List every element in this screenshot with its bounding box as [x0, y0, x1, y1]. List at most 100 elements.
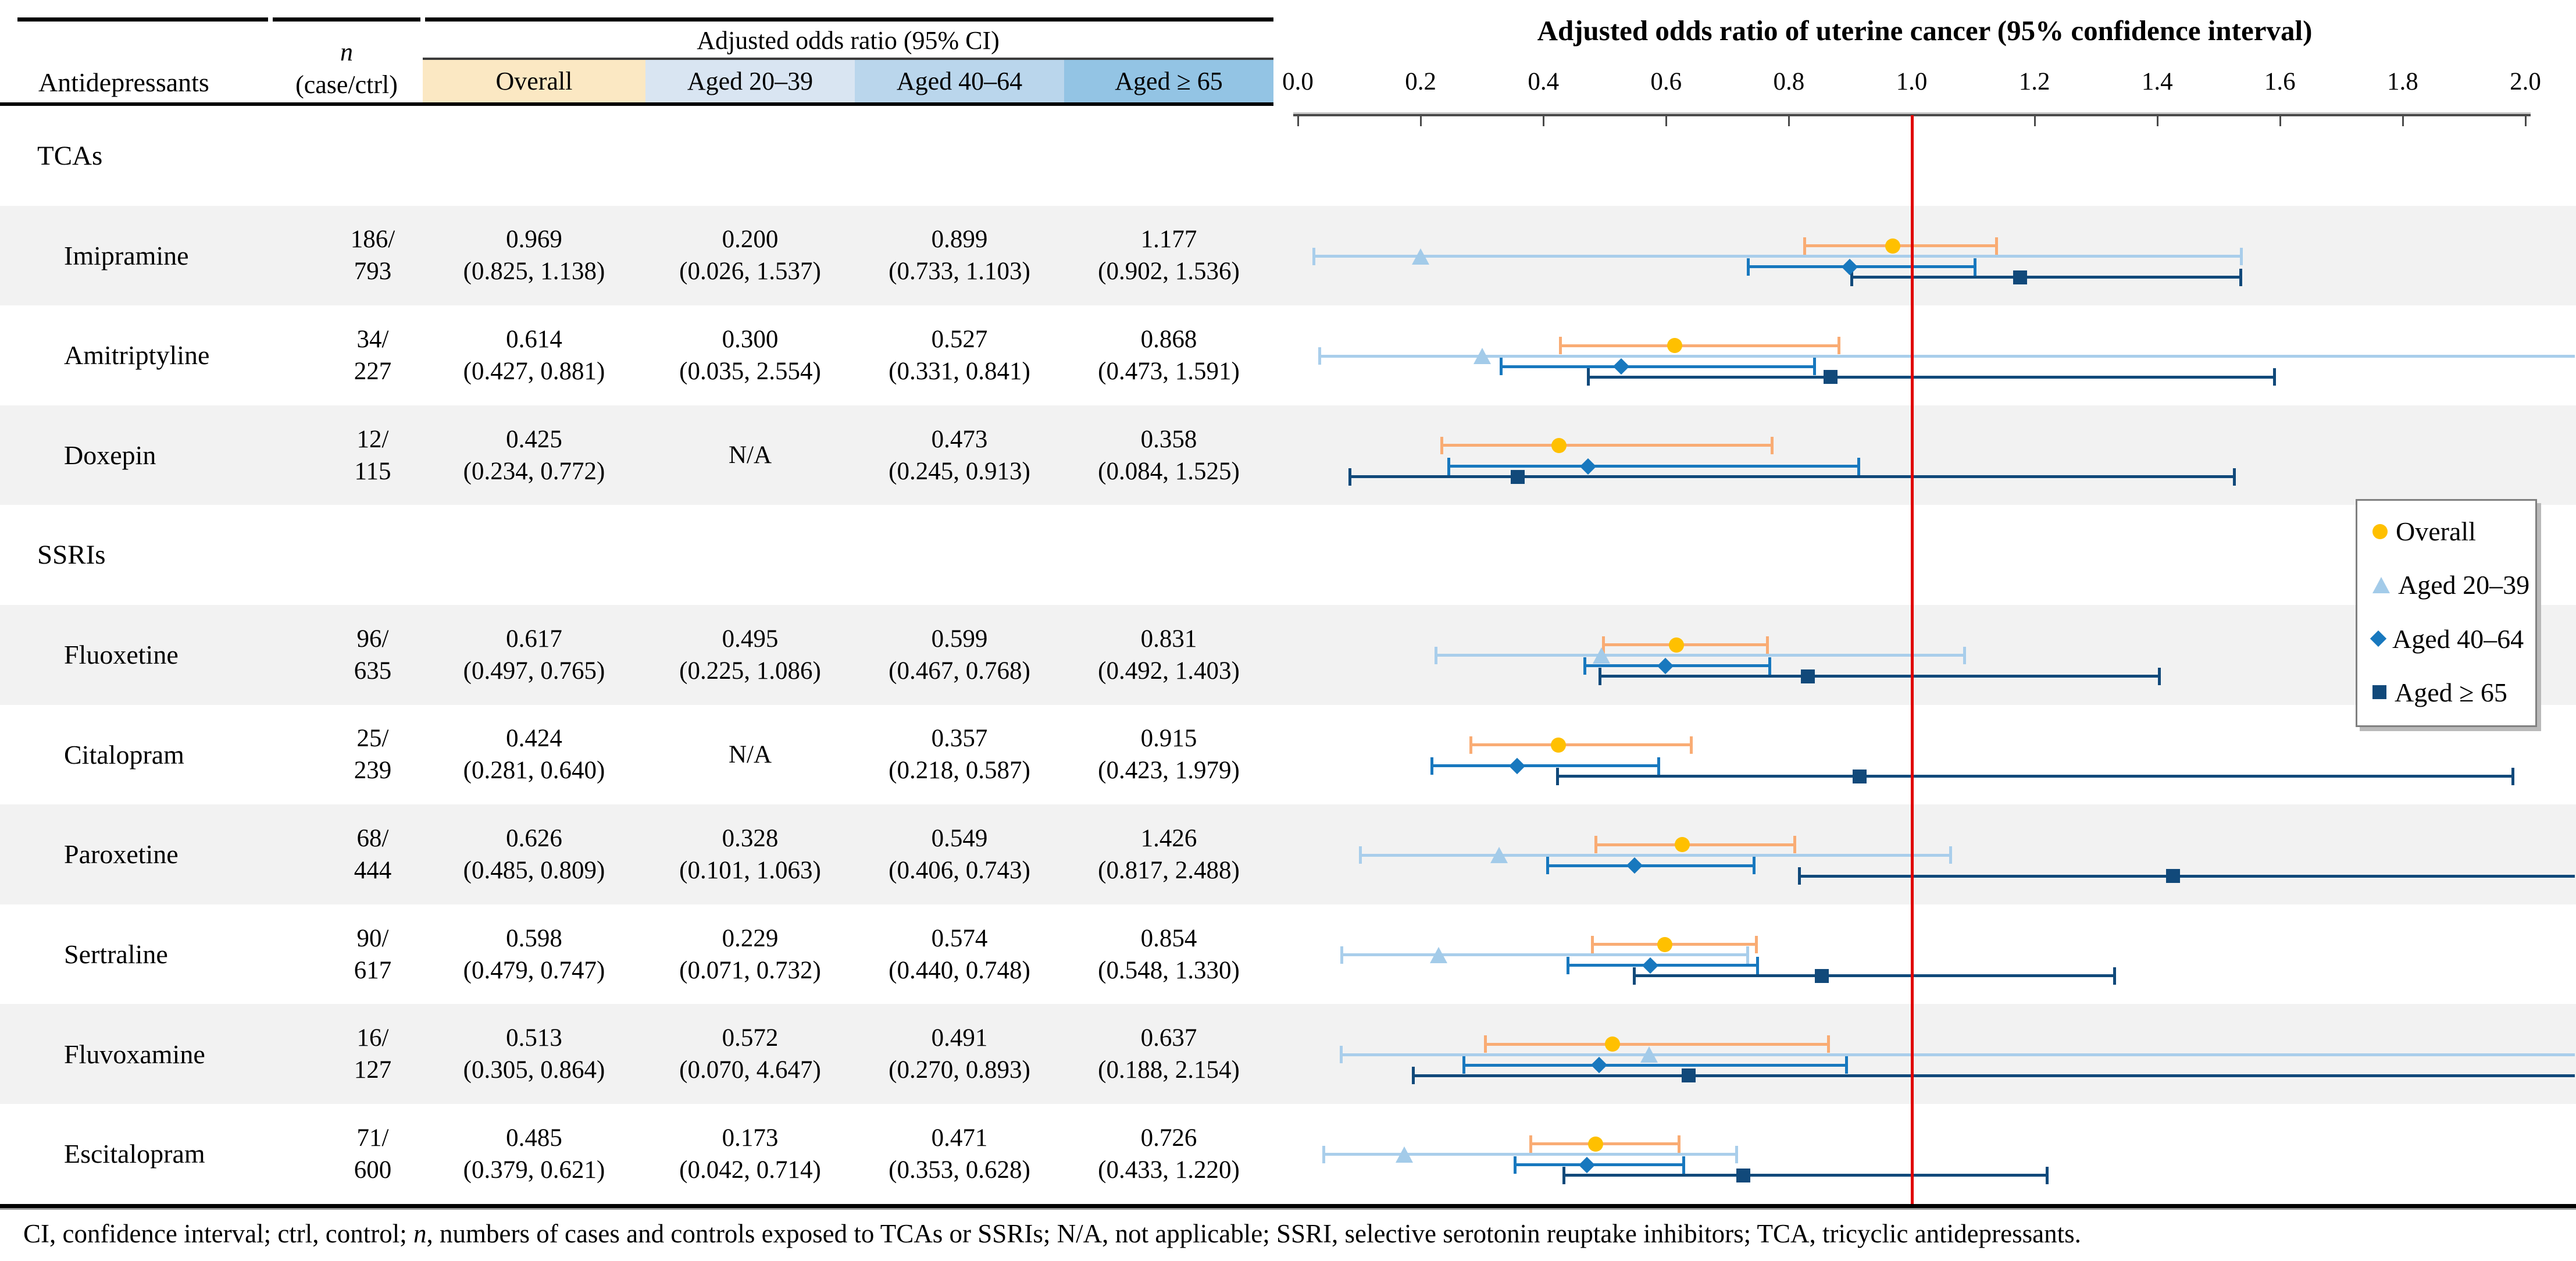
aged-65-ci-cap-low	[1556, 767, 1560, 785]
aged-40-64-ci-cap-high	[1857, 457, 1860, 475]
n-cell: 96/635	[354, 625, 392, 685]
aged-65-marker	[1510, 469, 1525, 484]
x-tick-label: 1.0	[1896, 68, 1928, 95]
aged-20-39-cell: 0.229 (0.071, 0.732)	[679, 924, 821, 984]
aged-20-39-ci-line	[1340, 1053, 2575, 1056]
table-row-citalopram: Citalopram 25/239 0.424 (0.281, 0.640) N/…	[0, 705, 2576, 805]
aged-40-64-marker	[1613, 358, 1630, 375]
aged-40-64-ci-line	[1514, 1163, 1683, 1167]
drug-name: Citalopram	[64, 739, 184, 770]
aged-65-ci-cap-high	[2239, 268, 2243, 286]
aged-20-39-ci-cap-low	[1340, 946, 1343, 964]
aged-20-39-ci-line	[1319, 354, 2575, 358]
overall-ci-line	[1485, 1042, 1828, 1046]
aged-40-64-ci-cap-high	[1682, 1156, 1685, 1174]
aged-20-39-marker	[1473, 348, 1491, 365]
aged-40-64-ci-cap-high	[1813, 358, 1816, 376]
aged-40-64-cell: 0.473 (0.245, 0.913)	[889, 425, 1030, 485]
forest-row	[1273, 705, 2576, 805]
forest-row	[1273, 305, 2576, 405]
x-tick-label: 0.2	[1405, 68, 1436, 95]
forest-row	[1273, 405, 2576, 505]
overall-ci-cap-low	[1558, 337, 1562, 355]
aged-20-39-ci-line	[1323, 1153, 1736, 1156]
legend-item-aged-20-39: Aged 20–39	[2372, 569, 2535, 600]
aged-65-ci-cap-high	[2232, 468, 2236, 486]
aged-40-64-diamond-icon	[2370, 630, 2387, 647]
section-label: SSRIs	[37, 540, 106, 571]
aged-65-ci-cap-high	[2511, 767, 2514, 785]
aged-40-64-ci-cap-low	[1430, 757, 1434, 775]
aged-40-64-ci-cap-low	[1447, 457, 1450, 475]
overall-cell: 0.485 (0.379, 0.621)	[463, 1124, 605, 1184]
x-tick-label: 0.0	[1282, 68, 1314, 95]
aged-20-39-marker	[1593, 647, 1611, 664]
x-tick-label: 0.6	[1650, 68, 1682, 95]
aged-65-ci-cap-low	[1562, 1166, 1566, 1184]
x-tick-label: 1.6	[2264, 68, 2296, 95]
x-tick	[2033, 116, 2036, 126]
overall-ci-cap-low	[1803, 237, 1806, 255]
drug-name: Fluvoxamine	[64, 1039, 205, 1069]
aged-65-ci-line	[1851, 276, 2241, 279]
chart-title: Adjusted odds ratio of uterine cancer (9…	[1537, 15, 2313, 47]
aged-65-ci-cap-high	[2045, 1166, 2049, 1184]
aged-65-ci-line	[1799, 874, 2575, 878]
aged-20-39-cell: 0.328 (0.101, 1.063)	[679, 824, 821, 884]
aged-40-64-ci-cap-high	[1753, 857, 1756, 875]
aged-65-cell: 0.637 (0.188, 2.154)	[1098, 1024, 1240, 1084]
x-tick-label: 1.4	[2141, 68, 2173, 95]
table-header: Antidepressants n (case/ctrl) Adjusted o…	[0, 0, 2576, 106]
column-header-antidepressants: Antidepressants	[38, 67, 209, 97]
aged-65-ci-cap-low	[1633, 967, 1636, 985]
forest-row	[1273, 1104, 2576, 1204]
aged-20-39-ci-line	[1341, 953, 1747, 957]
aged-40-64-marker	[1578, 1156, 1596, 1174]
group-header-band: Overall Aged 20–39 Aged 40–64 Aged ≥ 65	[423, 60, 1273, 102]
section-label: TCAs	[37, 140, 103, 171]
table-row-imipramine: Imipramine 186/793 0.969 (0.825, 1.138) 0…	[0, 205, 2576, 306]
aged-40-64-marker	[1591, 1057, 1608, 1074]
overall-cell: 0.598 (0.479, 0.747)	[463, 924, 605, 984]
aged-20-39-ci-cap-low	[1318, 347, 1321, 365]
aged-65-ci-line	[1634, 974, 2114, 978]
overall-ci-line	[1595, 843, 1794, 846]
x-tick-label: 2.0	[2510, 68, 2541, 95]
section-row-tcas: TCAs	[0, 106, 2576, 206]
overall-ci-cap-high	[1678, 1135, 1681, 1153]
column-header-aged-65: Aged ≥ 65	[1064, 60, 1273, 102]
aged-40-64-marker	[1626, 857, 1643, 874]
n-cell: 186/793	[350, 226, 395, 286]
overall-cell: 0.425 (0.234, 0.772)	[463, 425, 605, 485]
header-bottom-rule	[0, 102, 1273, 106]
x-tick	[1297, 116, 1299, 126]
aged-65-cell: 0.726 (0.433, 1.220)	[1098, 1124, 1240, 1184]
aged-40-64-ci-line	[1448, 465, 1858, 468]
overall-ci-cap-low	[1590, 935, 1594, 953]
aged-20-39-ci-line	[1314, 255, 2242, 258]
overall-ci-line	[1592, 943, 1757, 946]
aged-20-39-ci-cap-high	[2240, 247, 2243, 265]
aged-40-64-ci-cap-low	[1462, 1056, 1465, 1074]
table-row-doxepin: Doxepin 12/115 0.425 (0.234, 0.772) N/A 0…	[0, 405, 2576, 505]
overall-cell: 0.513 (0.305, 0.864)	[463, 1024, 605, 1084]
x-axis-tick-labels: 0.0 0.2 0.4 0.6 0.8 1.0 1.2 1.4 1.6 1.8 2.0	[1273, 67, 2576, 101]
aged-40-64-ci-line	[1547, 864, 1754, 867]
aged-65-cell: 1.177 (0.902, 1.536)	[1098, 226, 1240, 286]
aged-20-39-ci-cap-low	[1322, 1145, 1326, 1163]
overall-ci-cap-high	[1826, 1035, 1830, 1053]
legend-label: Aged ≥ 65	[2395, 677, 2507, 707]
aged-65-cell: 0.868 (0.473, 1.591)	[1098, 325, 1240, 385]
aged-40-64-ci-cap-low	[1567, 956, 1570, 974]
column-header-n: n (case/ctrl)	[270, 36, 423, 101]
overall-cell: 0.626 (0.485, 0.809)	[463, 824, 605, 884]
overall-marker	[1605, 1036, 1621, 1052]
aged-40-64-cell: 0.471 (0.353, 0.628)	[889, 1124, 1030, 1184]
aged-40-64-ci-cap-high	[1768, 657, 1771, 675]
overall-ci-cap-high	[1766, 636, 1769, 654]
x-tick	[1420, 116, 1422, 126]
x-tick-label: 0.4	[1528, 68, 1560, 95]
overall-ci-cap-low	[1594, 836, 1597, 854]
forest-row	[1273, 1004, 2576, 1104]
aged-20-39-ci-line	[1436, 654, 1965, 657]
